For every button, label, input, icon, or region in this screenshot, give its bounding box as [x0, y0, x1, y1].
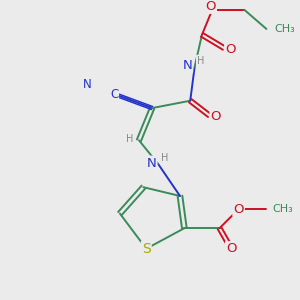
Text: N: N	[83, 78, 92, 91]
Text: N: N	[147, 157, 156, 170]
Text: O: O	[225, 43, 236, 56]
Text: H: H	[127, 134, 134, 144]
Text: H: H	[197, 56, 204, 66]
Text: C: C	[110, 88, 118, 101]
Text: S: S	[142, 242, 151, 256]
Text: O: O	[211, 110, 221, 123]
Text: CH₃: CH₃	[274, 24, 296, 34]
Text: O: O	[233, 203, 244, 216]
Text: CH₃: CH₃	[272, 204, 293, 214]
Text: H: H	[161, 153, 168, 163]
Text: O: O	[206, 0, 216, 13]
Text: N: N	[182, 59, 192, 72]
Text: O: O	[226, 242, 236, 255]
